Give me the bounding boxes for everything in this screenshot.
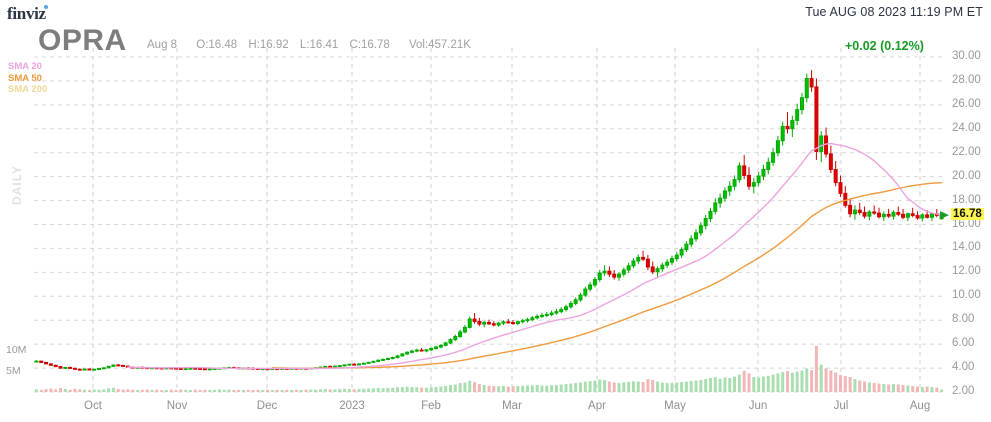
date-tick-label: Oct bbox=[84, 400, 102, 412]
sma50-legend-item: SMA 50 bbox=[8, 72, 42, 84]
current-price-badge: 16.78 bbox=[951, 208, 984, 221]
price-tick-label: 24.00 bbox=[952, 121, 981, 134]
quote-open: O:16.48 bbox=[196, 39, 238, 51]
sma20-legend-item: SMA 20 bbox=[8, 61, 42, 72]
date-tick-label: Apr bbox=[588, 400, 606, 412]
volume-tick-label: 5M bbox=[6, 365, 21, 378]
price-change: +0.02 (0.12%) bbox=[845, 39, 924, 53]
price-tick-label: 6.00 bbox=[952, 337, 975, 350]
date-tick-label: May bbox=[664, 400, 686, 412]
price-tick-label: 4.00 bbox=[952, 361, 975, 374]
finviz-logo[interactable]: finviz bbox=[7, 4, 48, 24]
date-tick-label: Feb bbox=[421, 400, 441, 412]
price-tick-label: 10.00 bbox=[952, 289, 981, 302]
date-tick-label: Jun bbox=[748, 400, 768, 412]
price-tick-label: 26.00 bbox=[952, 97, 981, 110]
logo-text: finviz bbox=[7, 4, 46, 23]
date-tick-label: 2023 bbox=[339, 400, 365, 412]
date-tick-label: Dec bbox=[256, 400, 278, 412]
price-tick-label: 8.00 bbox=[952, 313, 975, 326]
quote-high: H:16.92 bbox=[248, 39, 289, 51]
price-tick-label: 28.00 bbox=[952, 73, 981, 86]
sma200-legend-item: SMA 200 bbox=[8, 84, 48, 95]
price-tick-label: 16.00 bbox=[952, 217, 981, 230]
logo-dot-icon bbox=[44, 5, 48, 9]
price-tick-label: 20.00 bbox=[952, 169, 981, 182]
date-tick-label: Jul bbox=[833, 400, 849, 412]
quote-volume: Vol:457.21K bbox=[408, 39, 471, 51]
volume-tick-label: 10M bbox=[6, 344, 27, 357]
quote-date: Aug 8 bbox=[147, 39, 178, 51]
market-timestamp: Tue AUG 08 2023 11:19 PM ET bbox=[805, 5, 983, 19]
ohlc-readout: Aug 8 O:16.48 H:16.92 L:16.41 C:16.78 Vo… bbox=[147, 39, 479, 51]
quote-close: C:16.78 bbox=[349, 39, 390, 51]
date-tick-label: Nov bbox=[166, 400, 188, 412]
quote-low: L:16.41 bbox=[299, 39, 339, 51]
price-tick-label: 22.00 bbox=[952, 145, 981, 158]
date-tick-label: Mar bbox=[502, 400, 522, 412]
price-tick-label: 12.00 bbox=[952, 265, 981, 278]
price-tick-label: 18.00 bbox=[952, 193, 981, 206]
sma-legend: SMA 20 SMA 50 SMA 200 bbox=[8, 61, 47, 96]
price-tick-label: 30.00 bbox=[952, 50, 981, 62]
price-tick-label: 2.00 bbox=[952, 385, 975, 397]
price-tick-label: 14.00 bbox=[952, 241, 981, 254]
ticker-symbol: OPRA bbox=[38, 24, 127, 57]
date-tick-label: Aug bbox=[909, 400, 931, 412]
